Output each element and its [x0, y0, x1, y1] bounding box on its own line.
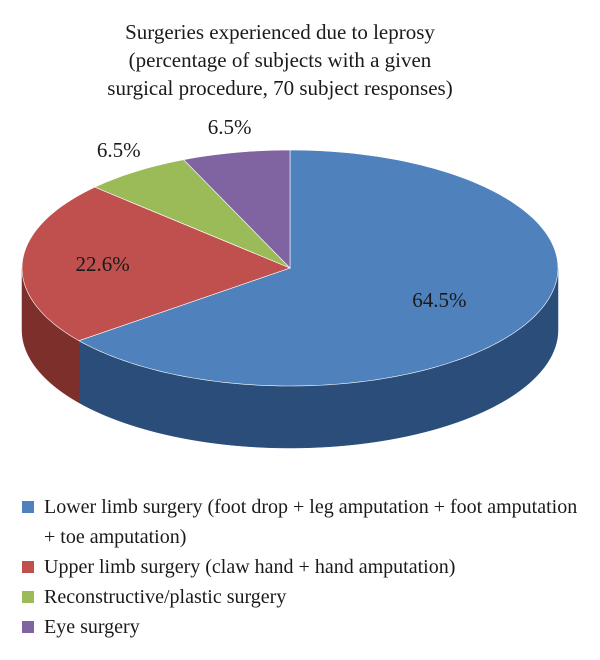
pie-tops	[21, 149, 559, 387]
legend-label-lower-limb: Lower limb surgery (foot drop + leg ampu…	[44, 496, 578, 548]
data-label-upper-limb: 22.6%	[75, 252, 129, 276]
legend-swatch-lower-limb	[22, 501, 34, 513]
pie-slice-reconstructive	[94, 159, 291, 269]
legend-label-reconstructive: Reconstructive/plastic surgery	[44, 586, 287, 608]
legend-swatch-eye	[22, 621, 34, 633]
pie-labels: 64.5% 22.6% 6.5% 6.5%	[75, 115, 466, 312]
legend-item-reconstructive: Reconstructive/plastic surgery	[22, 582, 592, 612]
data-label-eye: 6.5%	[208, 115, 252, 139]
data-label-reconstructive: 6.5%	[97, 138, 141, 162]
legend-label-eye: Eye surgery	[44, 616, 140, 638]
legend: Lower limb surgery (foot drop + leg ampu…	[22, 492, 592, 642]
data-label-lower-limb: 64.5%	[412, 288, 466, 312]
pie-slice-upper-limb	[21, 186, 291, 342]
pie-slice-lower-limb	[78, 149, 559, 387]
legend-item-eye: Eye surgery	[22, 612, 592, 642]
title-line-2: (percentage of subjects with a given	[128, 48, 432, 72]
legend-item-upper-limb: Upper limb surgery (claw hand + hand amp…	[22, 552, 592, 582]
legend-swatch-upper-limb	[22, 561, 34, 573]
pie-slice-eye	[183, 149, 291, 269]
title-line-1: Surgeries experienced due to leprosy	[125, 20, 435, 44]
legend-item-lower-limb: Lower limb surgery (foot drop + leg ampu…	[22, 492, 592, 552]
legend-label-upper-limb: Upper limb surgery (claw hand + hand amp…	[44, 556, 456, 578]
title-line-3: surgical procedure, 70 subject responses…	[107, 76, 453, 100]
legend-swatch-reconstructive	[22, 591, 34, 603]
chart-title: Surgeries experienced due to leprosy (pe…	[0, 18, 560, 102]
